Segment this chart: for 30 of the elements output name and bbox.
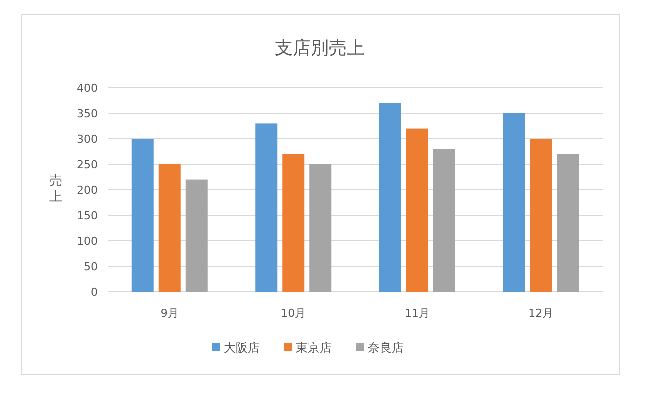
x-tick-label: 9月 [160, 307, 179, 320]
x-tick-label: 11月 [404, 307, 430, 320]
bar [132, 139, 154, 292]
x-tick-label: 12月 [528, 307, 554, 320]
bar [433, 149, 456, 292]
x-tick-label: 10月 [281, 307, 306, 320]
chart-title: 支店別売上 [275, 38, 365, 59]
bar [282, 154, 305, 292]
bar [186, 180, 208, 292]
y-tick-label: 300 [77, 133, 98, 146]
y-tick-label: 100 [77, 235, 98, 248]
bar [530, 139, 552, 292]
bar [310, 164, 332, 292]
legend-label: 大阪店 [224, 341, 260, 355]
bar [557, 154, 580, 292]
y-axis-title: 売上 [50, 174, 62, 205]
y-tick-label: 350 [77, 108, 98, 120]
bar [158, 164, 181, 292]
bar [256, 124, 278, 292]
y-tick-label: 0 [91, 286, 98, 299]
bar [406, 128, 428, 292]
y-tick-label: 200 [77, 184, 98, 197]
bar [503, 114, 526, 292]
legend-label: 東京店 [296, 341, 332, 355]
y-tick-label: 400 [77, 82, 98, 95]
bar [379, 103, 402, 292]
y-tick-label: 250 [77, 158, 98, 172]
y-tick-label: 50 [84, 260, 98, 274]
y-tick-label: 150 [77, 210, 98, 222]
legend-label: 奈良店 [368, 341, 404, 355]
